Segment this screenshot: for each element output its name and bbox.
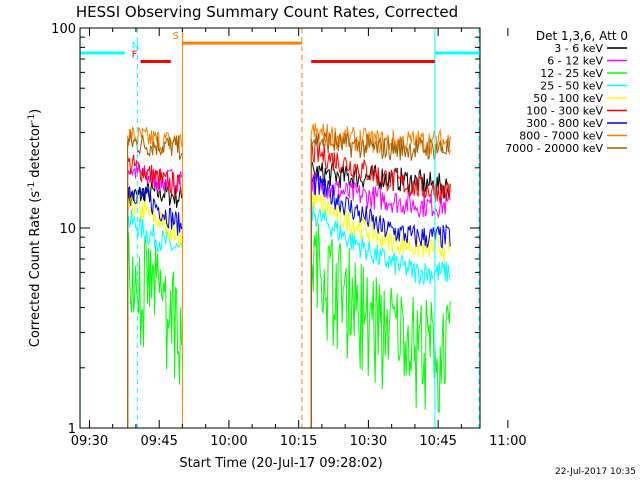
y-axis-label-end: )	[28, 109, 43, 114]
flag-label-s: S	[172, 31, 178, 42]
y-axis-label-mid: detector	[28, 122, 43, 182]
legend-label-800-7000-kev: 800 - 7000 keV	[519, 130, 603, 143]
y-axis-label: Corrected Count Rate (s-1 detector-1)	[27, 109, 43, 347]
legend-label-7000-20000-kev: 7000 - 20000 keV	[505, 142, 603, 155]
legend-label-25-50-kev: 25 - 50 keV	[540, 80, 603, 93]
series-trace-100-300-kev-2	[310, 140, 451, 428]
legend-header: Det 1,3,6, Att 0	[536, 29, 628, 43]
y-axis-label-sup2: -1	[27, 114, 37, 123]
y-tick-label-100: 100	[51, 22, 76, 37]
x-tick-label-10:15: 10:15	[280, 434, 317, 449]
legend-label-3-6-kev: 3 - 6 keV	[554, 42, 603, 55]
x-axis-label: Start Time (20-Jul-17 09:28:02)	[179, 456, 382, 471]
series-trace-50-100-kev-1	[127, 192, 183, 428]
legend-label-50-100-kev: 50 - 100 keV	[533, 92, 603, 105]
series-trace-12-25-kev-1	[127, 232, 183, 428]
series-trace-7000-20000-kev-2	[310, 131, 451, 428]
flag-label-f: F	[132, 49, 138, 60]
series-trace-25-50-kev-1	[127, 209, 183, 428]
x-tick-label-09:30: 09:30	[71, 434, 108, 449]
y-axis-label-sup1: -1	[27, 182, 37, 191]
chart-title: HESSI Observing Summary Count Rates, Cor…	[76, 3, 458, 21]
x-tick-label-10:45: 10:45	[419, 434, 456, 449]
series-trace-300-800-kev-2	[310, 173, 451, 428]
x-tick-label-10:30: 10:30	[350, 434, 387, 449]
series-trace-3-6-kev-1	[127, 181, 183, 428]
x-tick-label-09:45: 09:45	[140, 434, 177, 449]
legend-label-100-300-kev: 100 - 300 keV	[526, 105, 603, 118]
date-stamp: 22-Jul-2017 10:35	[555, 467, 636, 477]
data-layer	[127, 123, 451, 428]
y-tick-label-1: 1	[68, 422, 76, 437]
legend-label-12-25-kev: 12 - 25 keV	[540, 67, 603, 80]
flag-label-n: N	[132, 41, 139, 52]
x-tick-label-10:00: 10:00	[210, 434, 247, 449]
series-trace-7000-20000-kev-1	[127, 131, 183, 428]
series-trace-100-300-kev-1	[127, 154, 183, 428]
x-axis: 09:30 09:45 10:00 10:15 10:30 10:45 11:00	[71, 28, 527, 449]
series-trace-12-25-kev-2	[310, 223, 451, 428]
flag-layer: NF S	[79, 28, 480, 428]
x-tick-label-11:00: 11:00	[489, 434, 526, 449]
y-tick-label-10: 10	[59, 222, 76, 237]
series-trace-6-12-kev-1	[127, 161, 183, 428]
legend-label-6-12-kev: 6 - 12 keV	[547, 55, 603, 68]
y-axis: 1 10 100	[51, 22, 480, 437]
series-trace-300-800-kev-1	[127, 185, 183, 428]
legend-label-300-800-kev: 300 - 800 keV	[526, 117, 603, 130]
series-trace-25-50-kev-2	[310, 201, 451, 428]
plot-frame	[79, 27, 481, 429]
y-axis-label-main: Corrected Count Rate (s	[28, 191, 43, 348]
